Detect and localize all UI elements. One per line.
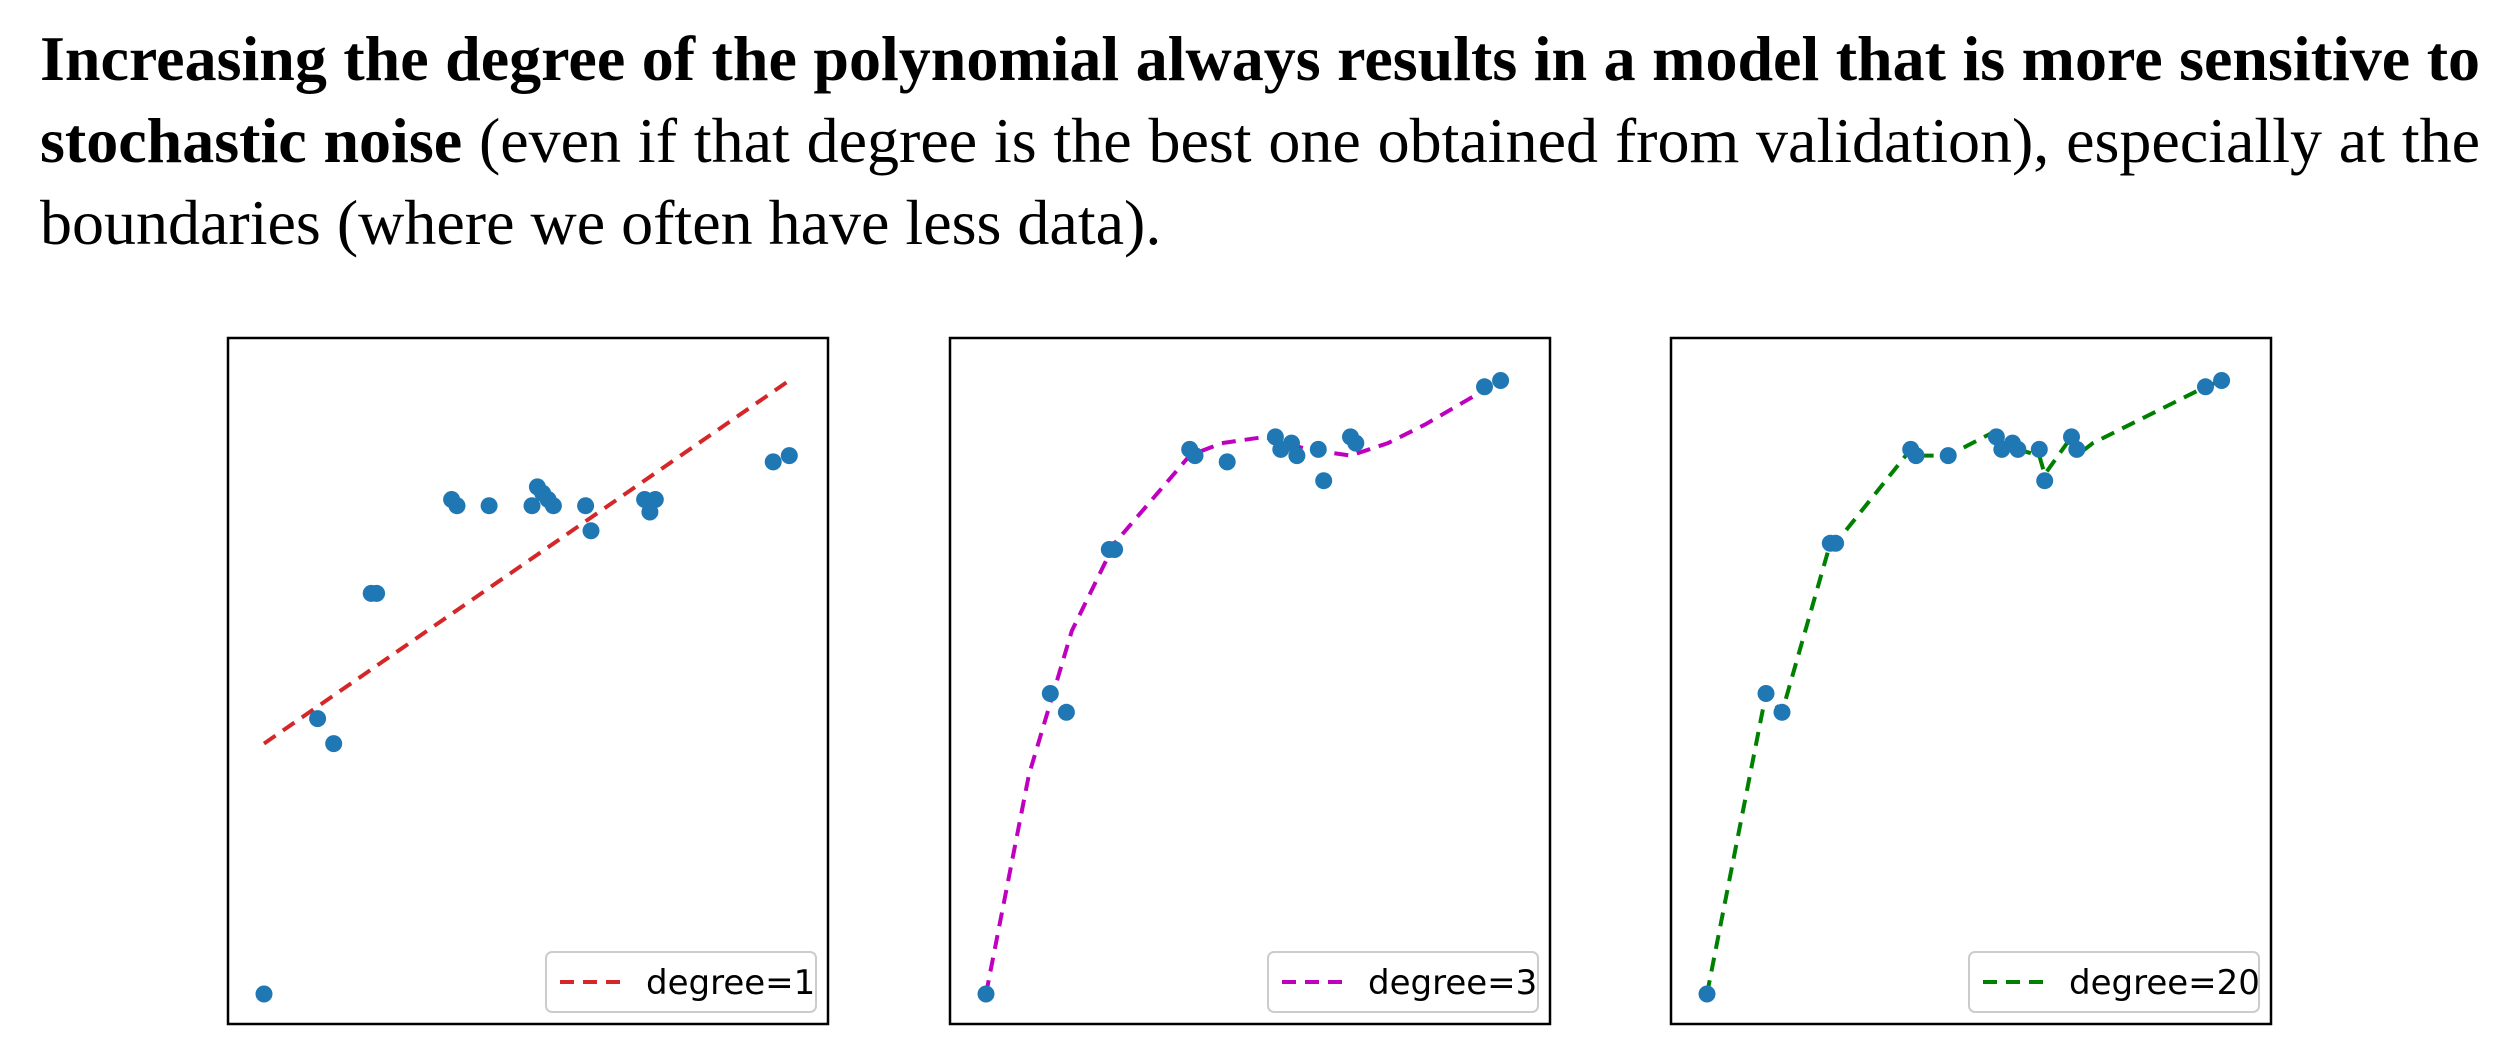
data-point bbox=[1288, 447, 1306, 465]
data-point bbox=[1773, 703, 1791, 721]
data-point bbox=[1266, 428, 1284, 446]
intro-paragraph: Increasing the degree of the polynomial … bbox=[40, 18, 2480, 264]
data-point bbox=[2197, 378, 2214, 396]
data-point bbox=[2213, 372, 2231, 389]
plot-frame bbox=[226, 336, 830, 1026]
data-point bbox=[1907, 447, 1925, 465]
legend-label: degree=3 bbox=[1368, 963, 1537, 1003]
data-point bbox=[1181, 440, 1199, 458]
intro-bold-text: Increasing the degree of the polynomial … bbox=[40, 23, 2480, 176]
data-point bbox=[1041, 685, 1059, 702]
legend-box bbox=[545, 951, 817, 1013]
data-point bbox=[1939, 447, 1957, 465]
data-point bbox=[1492, 372, 1510, 389]
data-point bbox=[1698, 985, 1716, 1003]
data-point bbox=[1342, 428, 1359, 446]
data-point bbox=[1821, 534, 1839, 552]
data-point bbox=[534, 484, 552, 502]
data-point bbox=[539, 491, 557, 508]
fit-line-series bbox=[984, 378, 1502, 995]
data-point bbox=[2063, 428, 2080, 446]
data-point bbox=[1987, 428, 2005, 446]
data-point bbox=[1902, 440, 1920, 458]
intro-normal-text: (even if that degree is the best one obt… bbox=[40, 105, 2481, 258]
data-point bbox=[523, 497, 541, 515]
data-point bbox=[1476, 378, 1493, 396]
data-point bbox=[2009, 440, 2027, 458]
data-point bbox=[255, 985, 273, 1003]
data-point bbox=[1057, 703, 1075, 721]
plot-frame bbox=[948, 336, 1552, 1026]
data-point bbox=[1106, 541, 1124, 558]
fit-line-series bbox=[262, 378, 791, 746]
legend-box bbox=[1267, 951, 1539, 1013]
fit-line-series bbox=[1705, 378, 2223, 995]
data-point bbox=[1993, 440, 2011, 458]
data-point bbox=[641, 503, 659, 521]
data-point bbox=[636, 491, 654, 508]
data-point bbox=[1757, 685, 1775, 702]
data-point bbox=[2004, 434, 2021, 452]
data-point bbox=[1315, 472, 1333, 490]
data-point bbox=[764, 453, 782, 471]
data-point bbox=[780, 447, 798, 465]
data-point bbox=[480, 497, 498, 515]
data-point bbox=[309, 710, 327, 728]
legend-box bbox=[1968, 951, 2260, 1013]
plot-frame bbox=[1669, 336, 2273, 1026]
data-point bbox=[325, 735, 343, 753]
data-point bbox=[1347, 434, 1365, 452]
data-point bbox=[582, 522, 600, 540]
data-point bbox=[443, 491, 461, 508]
data-point bbox=[448, 497, 466, 515]
data-point bbox=[528, 478, 546, 496]
data-point bbox=[1309, 440, 1327, 458]
data-point bbox=[577, 497, 595, 515]
data-point bbox=[2030, 440, 2048, 458]
data-point bbox=[1100, 541, 1118, 558]
legend-label: degree=1 bbox=[646, 963, 815, 1003]
data-point bbox=[362, 584, 380, 602]
data-point bbox=[1827, 534, 1845, 552]
data-point bbox=[1218, 453, 1236, 471]
chart-panel-2: degree=3 bbox=[948, 336, 1552, 1026]
data-point bbox=[2068, 440, 2086, 458]
data-point bbox=[1283, 434, 1300, 452]
data-point bbox=[646, 491, 664, 508]
data-point bbox=[977, 985, 995, 1003]
chart-panel-3: degree=20 bbox=[1669, 336, 2273, 1026]
data-point bbox=[368, 584, 386, 602]
data-point bbox=[1272, 440, 1290, 458]
legend-label: degree=20 bbox=[2069, 963, 2260, 1003]
data-point bbox=[544, 497, 562, 515]
data-point bbox=[1186, 447, 1204, 465]
chart-panel-1: degree=1 bbox=[226, 336, 830, 1026]
data-point bbox=[2036, 472, 2054, 490]
